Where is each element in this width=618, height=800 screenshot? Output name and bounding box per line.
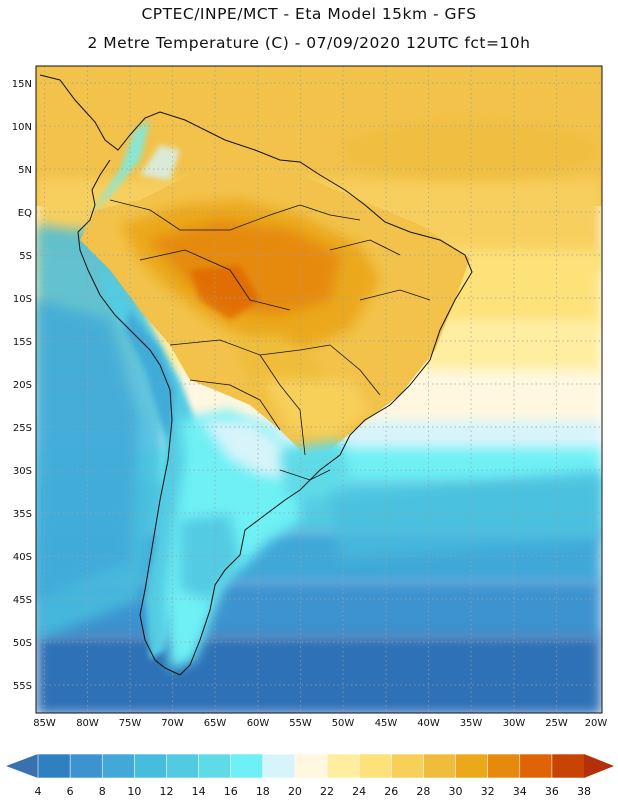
colorbar-box (326, 753, 360, 779)
colorbar-box (166, 753, 200, 779)
lon-label: 60W (247, 718, 270, 729)
lat-label: 10S (13, 294, 32, 305)
colorbar-tick-label: 24 (352, 785, 366, 798)
colorbar-box (358, 753, 393, 779)
map-plot-area (36, 66, 602, 713)
colorbar-tick-label: 36 (545, 785, 559, 798)
lat-label: EQ (18, 208, 32, 219)
colorbar-tick-label: 38 (577, 785, 591, 798)
colorbar: 4 6 8 10 12 14 16 18 20 22 24 26 28 30 32 34 36 38 (6, 753, 614, 798)
colorbar-box (101, 753, 136, 779)
country-borders (109, 199, 431, 481)
colorbar-box (390, 753, 425, 779)
lat-label: 15N (12, 79, 32, 90)
colorbar-box (198, 753, 232, 779)
coastline (39, 74, 473, 676)
lon-label: 20W (585, 718, 608, 729)
lon-label: 80W (76, 718, 99, 729)
lon-label: 75W (119, 718, 142, 729)
colorbar-boxes (37, 753, 585, 779)
colorbar-tick-label: 8 (99, 785, 106, 798)
lat-label: 35S (13, 509, 32, 520)
lat-label: 5S (19, 251, 32, 262)
map-frame (35, 65, 603, 714)
colorbar-tick-label: 16 (224, 785, 238, 798)
lat-label: 25S (13, 423, 32, 434)
lon-label: 25W (545, 718, 568, 729)
colorbar-box (230, 753, 264, 779)
colorbar-box (551, 753, 585, 779)
lat-label: 10N (12, 122, 32, 133)
colorbar-tick-label: 32 (481, 785, 495, 798)
colorbar-box (262, 753, 296, 779)
colorbar-tick-label: 4 (35, 785, 42, 798)
colorbar-tick-label: 22 (320, 785, 334, 798)
colorbar-labels: 4 6 8 10 12 14 16 18 20 22 24 26 28 30 32 34 36 38 (35, 785, 592, 798)
lon-label: 85W (33, 718, 56, 729)
colorbar-tick-label: 30 (449, 785, 463, 798)
lon-label: 30W (503, 718, 526, 729)
lat-label: 5N (18, 165, 32, 176)
lon-label: 45W (375, 718, 398, 729)
colorbar-box (294, 753, 328, 779)
lat-label: 55S (13, 681, 32, 692)
lat-label: 15S (13, 337, 32, 348)
lat-label: 45S (13, 595, 32, 606)
colorbar-box (423, 753, 457, 779)
colorbar-tick-label: 12 (159, 785, 173, 798)
lon-label: 35W (460, 718, 483, 729)
colorbar-low-arrow (6, 754, 38, 778)
lat-label: 20S (13, 380, 32, 391)
land-field (80, 120, 470, 670)
lon-label: 50W (332, 718, 355, 729)
lon-label: 40W (417, 718, 440, 729)
colorbar-tick-label: 14 (192, 785, 206, 798)
colorbar-tick-label: 28 (416, 785, 430, 798)
colorbar-box (519, 753, 553, 779)
colorbar-high-arrow (584, 754, 614, 778)
colorbar-tick-label: 34 (513, 785, 527, 798)
colorbar-box (455, 753, 489, 779)
latitude-axis: 15N 10N 5N EQ 5S 10S 15S 20S 25S 30S 35S… (12, 79, 32, 692)
colorbar-tick-label: 26 (384, 785, 398, 798)
colorbar-box (37, 753, 71, 779)
lon-label: 55W (289, 718, 312, 729)
lat-label: 50S (13, 638, 32, 649)
colorbar-box (487, 753, 521, 779)
map-title-variable: 2 Metre Temperature (C) - 07/09/2020 12U… (87, 34, 531, 52)
colorbar-tick-label: 18 (256, 785, 270, 798)
lon-label: 70W (161, 718, 184, 729)
longitude-axis: 85W 80W 75W 70W 65W 60W 55W 50W 45W 40W … (33, 718, 607, 729)
colorbar-tick-label: 20 (288, 785, 302, 798)
colorbar-tick-label: 6 (67, 785, 74, 798)
colorbar-box (134, 753, 168, 779)
lat-label: 40S (13, 552, 32, 563)
lon-label: 65W (204, 718, 227, 729)
colorbar-tick-label: 10 (127, 785, 141, 798)
colorbar-box (69, 753, 104, 779)
lat-label: 30S (13, 466, 32, 477)
map-title-source: CPTEC/INPE/MCT - Eta Model 15km - GFS (141, 5, 477, 23)
